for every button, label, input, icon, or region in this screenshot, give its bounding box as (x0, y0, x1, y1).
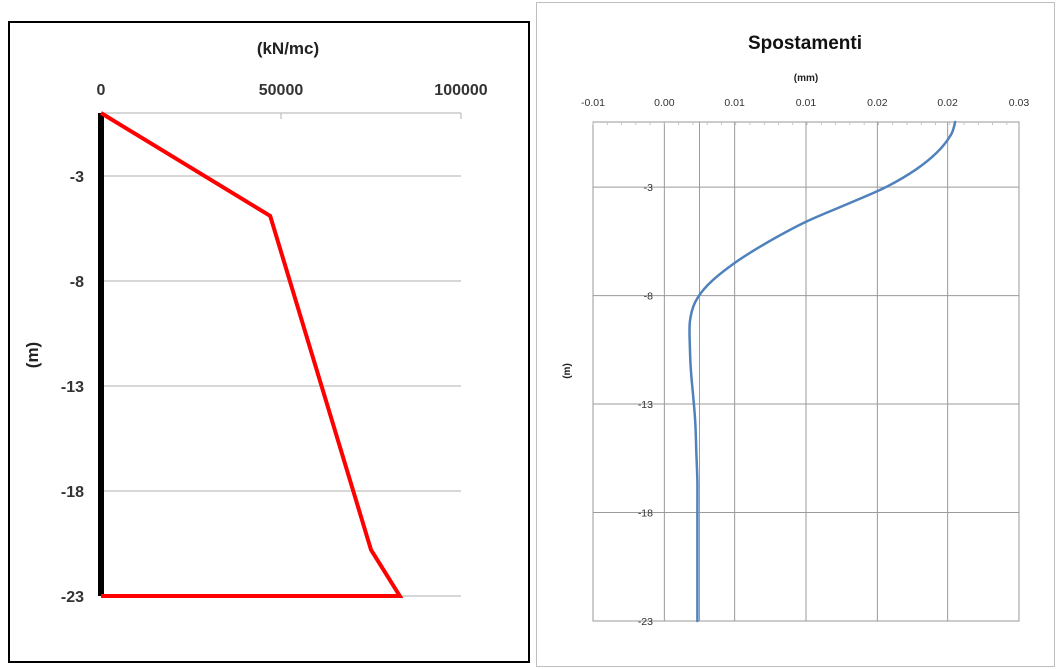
x-tick-label: 0.02 (867, 97, 888, 109)
x-axis-title: (kN/mc) (257, 39, 319, 58)
y-tick-labels: -3 -8 -13 -18 -23 (61, 169, 84, 606)
x-tick-label: 100000 (434, 82, 487, 99)
stiffness-chart: (kN/mc) (m) 0 50000 100000 -3 -8 -13 -18 -23 (8, 21, 530, 663)
x-tick-label: 0.03 (1009, 97, 1030, 109)
chart-frame (8, 21, 530, 663)
x-tick-label: 0.02 (937, 97, 958, 109)
gridlines (100, 112, 462, 597)
x-tick-labels: -0.01 0.00 0.01 0.01 0.02 0.02 0.03 (581, 97, 1029, 109)
y-tick-label: -18 (61, 484, 84, 501)
y-tick-label: -8 (644, 291, 653, 303)
y-tick-label: -23 (638, 616, 653, 628)
series-group (98, 111, 404, 598)
x-tick-labels: 0 50000 100000 (97, 82, 488, 99)
x-tick-label: 0.00 (654, 97, 675, 109)
y-tick-label: -23 (61, 589, 84, 606)
y-tick-label: -18 (638, 508, 653, 520)
x-axis-title: (mm) (794, 73, 818, 84)
y-tick-label: -8 (70, 274, 84, 291)
displacement-chart: Spostamenti (mm) (m) -0.01 0.00 0.01 0.01 0.… (536, 2, 1055, 667)
x-tick-label: 0 (97, 82, 106, 99)
y-tick-label: -13 (61, 379, 84, 396)
y-tick-labels: -3 -8 -13 -18 -23 (638, 182, 653, 628)
right-chart-panel: Spostamenti (mm) (m) -0.01 0.00 0.01 0.01 0.… (536, 0, 1056, 669)
y-tick-label: -3 (70, 169, 84, 186)
gridlines (592, 121, 1020, 622)
chart-frame (536, 2, 1055, 667)
displacement-curve (688, 120, 957, 623)
x-tick-label: 50000 (259, 82, 304, 99)
x-tick-label: -0.01 (581, 97, 605, 109)
chart-title: Spostamenti (748, 33, 862, 54)
x-tick-label: 0.01 (796, 97, 817, 109)
stiffness-profile-line (99, 111, 404, 598)
y-tick-label: -13 (638, 399, 653, 411)
x-tick-label: 0.01 (724, 97, 745, 109)
y-axis-title: (m) (562, 363, 573, 379)
series-group (688, 120, 957, 623)
y-axis-title: (m) (23, 342, 42, 368)
left-chart-panel: (kN/mc) (m) 0 50000 100000 -3 -8 -13 -18 -23 (8, 21, 530, 663)
y-tick-label: -3 (644, 182, 653, 194)
